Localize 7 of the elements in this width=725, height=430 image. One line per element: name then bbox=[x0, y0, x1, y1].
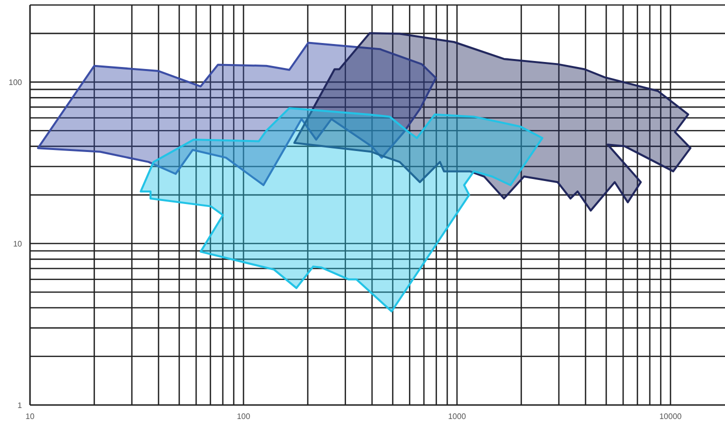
x-tick-label: 1000 bbox=[448, 412, 466, 421]
x-tick-label: 10000 bbox=[659, 412, 682, 421]
x-tick-label: 100 bbox=[236, 412, 251, 421]
y-tick-label: 10 bbox=[13, 240, 23, 249]
y-tick-label: 100 bbox=[8, 78, 23, 88]
y-tick-label: 1 bbox=[18, 401, 23, 410]
x-tick-label: 10 bbox=[26, 412, 35, 421]
